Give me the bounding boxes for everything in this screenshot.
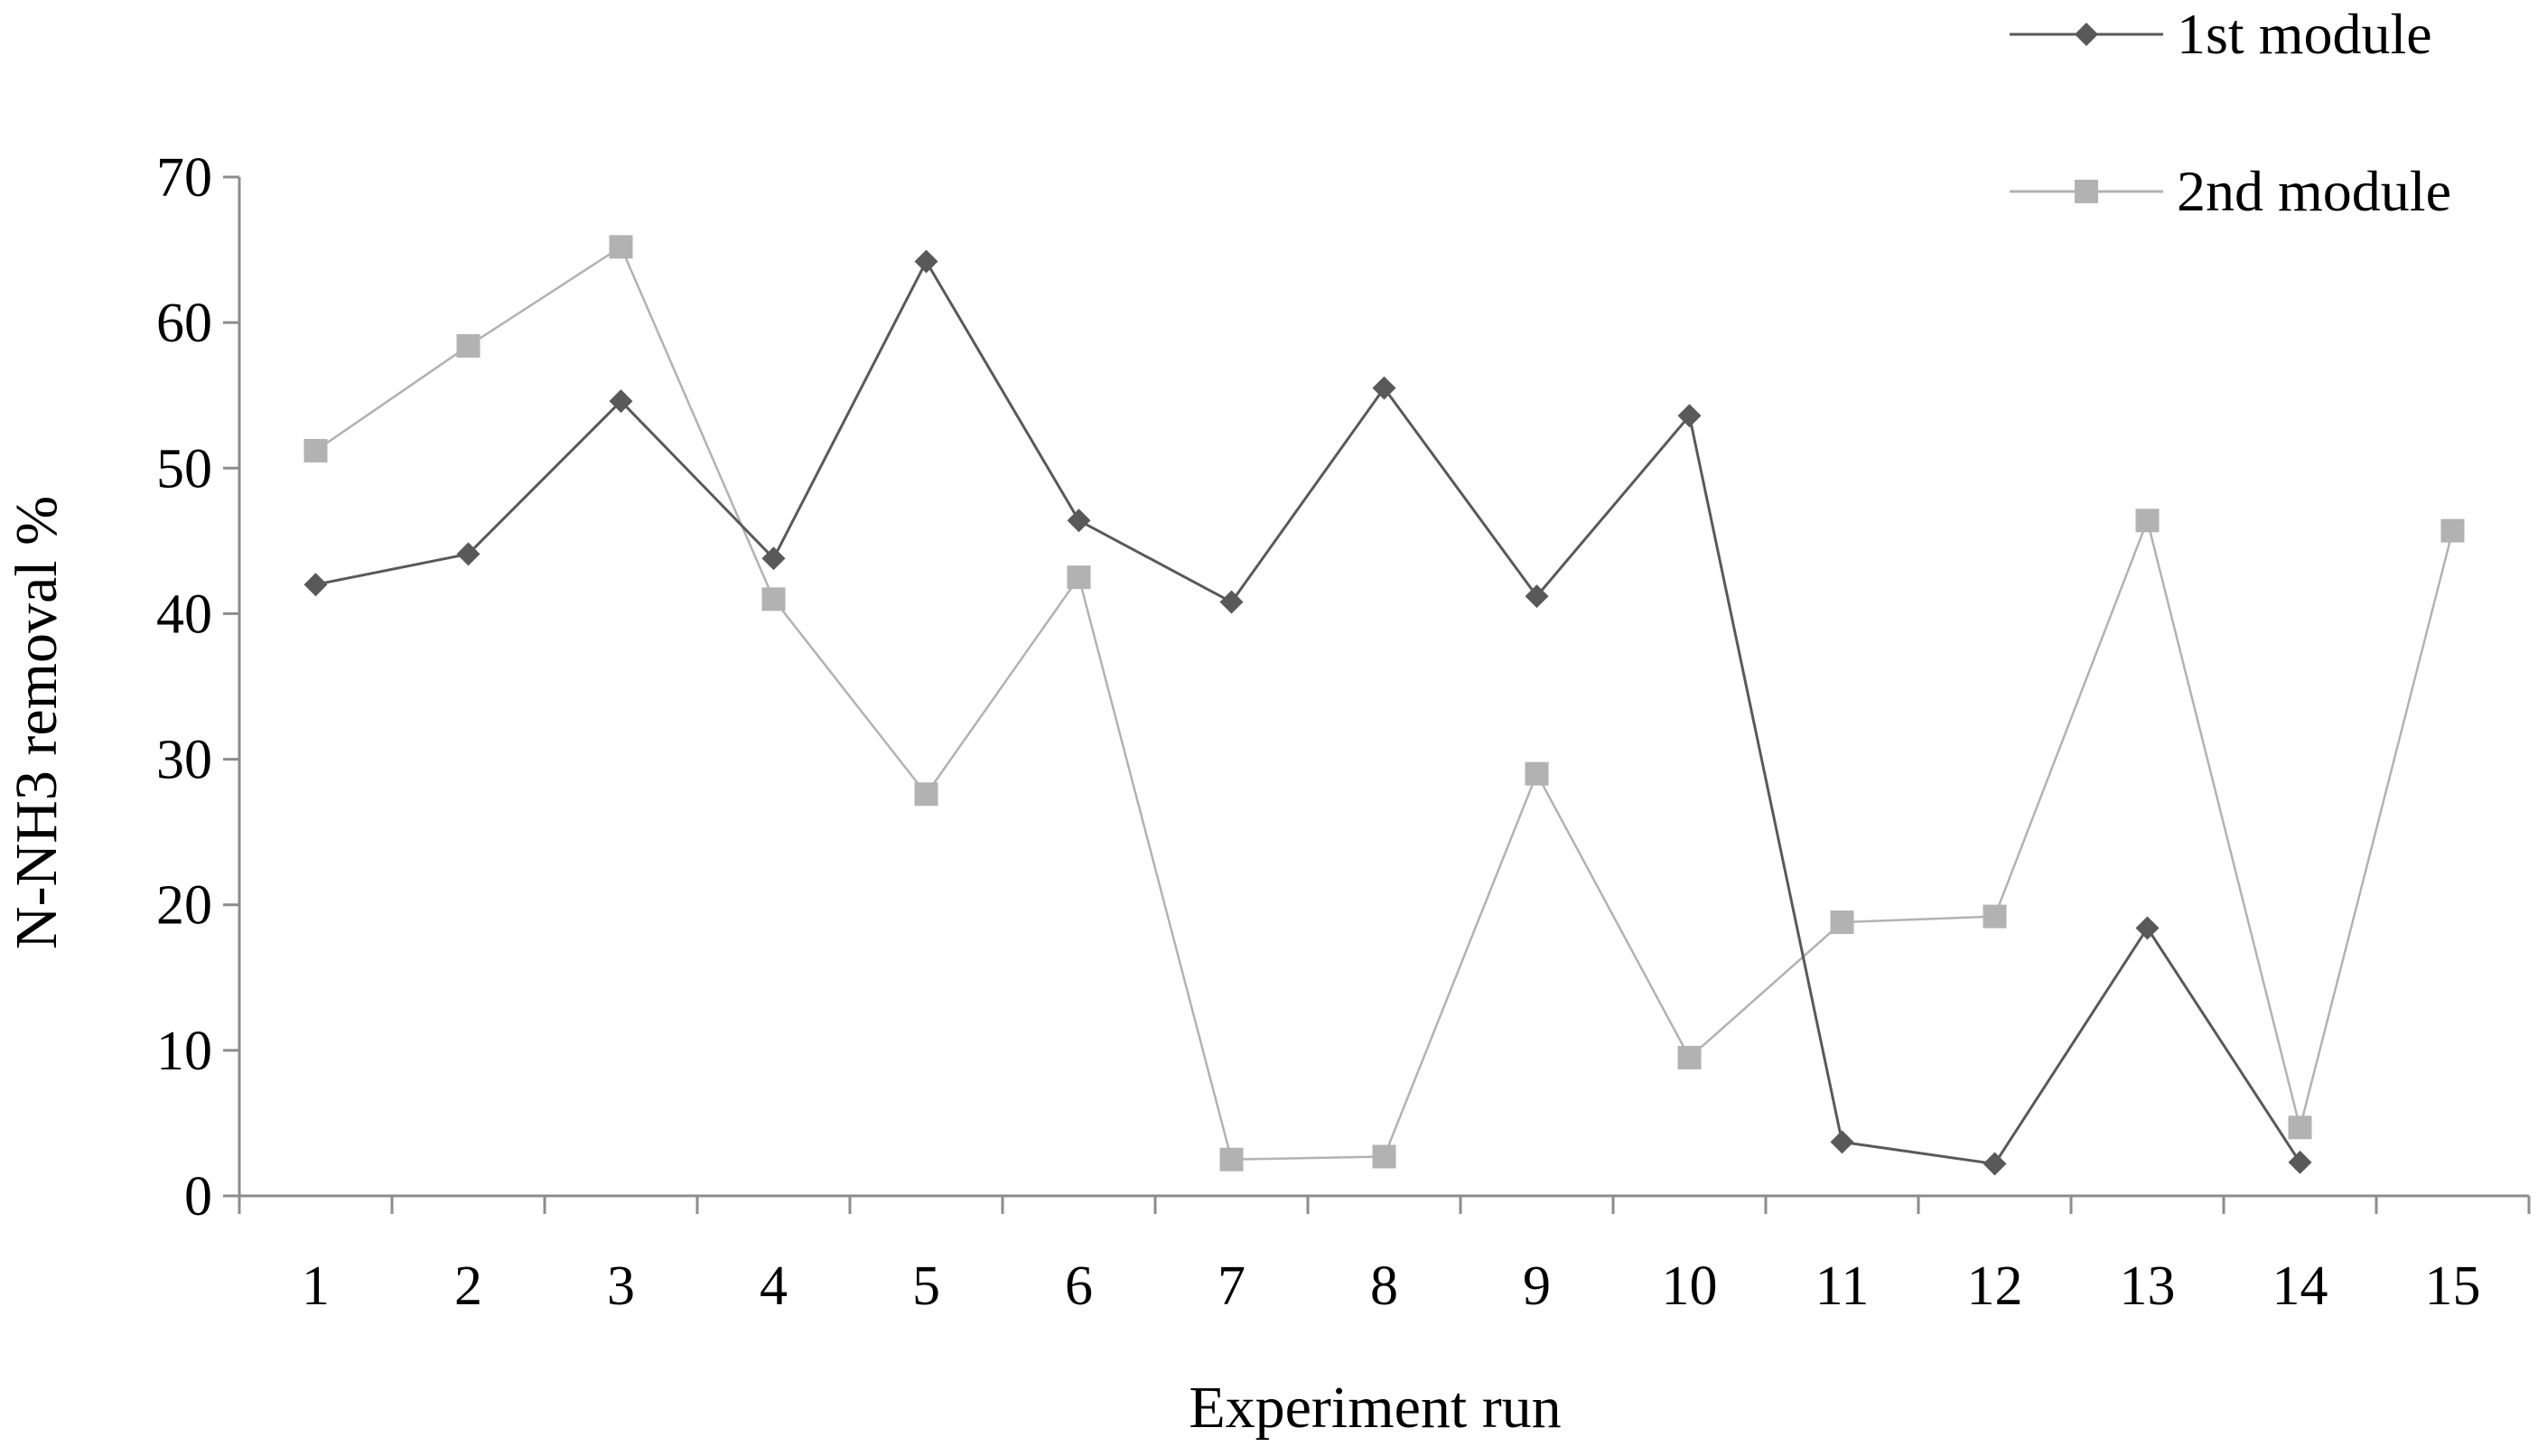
x-tick-label: 9 (1523, 1255, 1551, 1317)
x-tick-label: 10 (1662, 1255, 1718, 1317)
x-axis-title: Experiment run (1189, 1375, 1561, 1441)
series-line (315, 258, 2301, 1166)
legend-marker-square (2075, 180, 2098, 203)
series-layer (303, 235, 2465, 1176)
y-axis-title: N-NH3 removal % (4, 496, 70, 949)
data-point (2440, 518, 2465, 543)
legend-item-1st-module: 1st module (2010, 2, 2432, 66)
data-point (1372, 1144, 1396, 1169)
x-tick-label: 6 (1065, 1255, 1093, 1317)
data-point (1067, 565, 1091, 590)
data-point (914, 782, 938, 807)
x-tick-label: 4 (760, 1255, 788, 1317)
data-point (2135, 509, 2160, 533)
x-tick-label: 3 (607, 1255, 635, 1317)
x-tick-label: 1 (302, 1255, 330, 1317)
x-tick-label: 5 (912, 1255, 940, 1317)
data-point (2288, 1150, 2312, 1174)
legend-item-2nd-module: 2nd module (2010, 159, 2451, 223)
data-point (914, 249, 938, 274)
data-point (1983, 904, 2007, 929)
y-tick-label: 40 (156, 583, 212, 645)
data-point (609, 389, 633, 414)
legend-marker-diamond (2075, 23, 2098, 46)
data-point (761, 546, 786, 571)
legend-label-2nd-module: 2nd module (2177, 159, 2451, 223)
series-1 (303, 235, 2465, 1171)
data-point (1372, 376, 1396, 400)
x-tick-label: 15 (2425, 1255, 2481, 1317)
x-tick-label: 12 (1967, 1255, 2023, 1317)
data-point (761, 587, 786, 611)
y-tick-label: 70 (156, 147, 212, 209)
data-point (2288, 1115, 2312, 1140)
data-point (1677, 1045, 1702, 1069)
data-point (1677, 404, 1702, 428)
data-point (609, 235, 633, 259)
y-tick-label: 20 (156, 875, 212, 937)
y-tick-label: 50 (156, 438, 212, 499)
data-point (1830, 1130, 1854, 1154)
legend: 1st module 2nd module (2010, 2, 2451, 223)
y-tick-labels: 0 10 20 30 40 50 60 70 (156, 147, 212, 1227)
data-point (1830, 910, 1854, 935)
y-tick-label: 60 (156, 293, 212, 354)
data-point (1219, 590, 1244, 614)
data-point (1219, 1147, 1244, 1171)
x-tick-labels: 1 2 3 4 5 6 7 8 9 10 11 12 13 14 15 (302, 1255, 2481, 1317)
data-point (1067, 509, 1091, 533)
x-tick-label: 13 (2120, 1255, 2176, 1317)
legend-label-1st-module: 1st module (2177, 2, 2432, 66)
y-tick-label: 30 (156, 730, 212, 791)
data-point (456, 333, 481, 358)
x-tick-label: 8 (1370, 1255, 1398, 1317)
x-tick-label: 7 (1218, 1255, 1246, 1317)
y-tick-label: 0 (184, 1166, 212, 1227)
data-point (1525, 584, 1549, 609)
data-point (1983, 1152, 2007, 1176)
data-point (303, 438, 328, 462)
x-tick-label: 14 (2272, 1255, 2328, 1317)
x-tick-label: 11 (1815, 1255, 1870, 1317)
data-point (456, 542, 481, 566)
y-tick-label: 10 (156, 1021, 212, 1082)
data-point (1525, 761, 1549, 786)
y-ticks (223, 175, 239, 1198)
x-tick-label: 2 (454, 1255, 482, 1317)
x-ticks (238, 1196, 2531, 1214)
series-0 (303, 249, 2312, 1176)
data-point (303, 573, 328, 597)
data-point (2135, 916, 2160, 940)
